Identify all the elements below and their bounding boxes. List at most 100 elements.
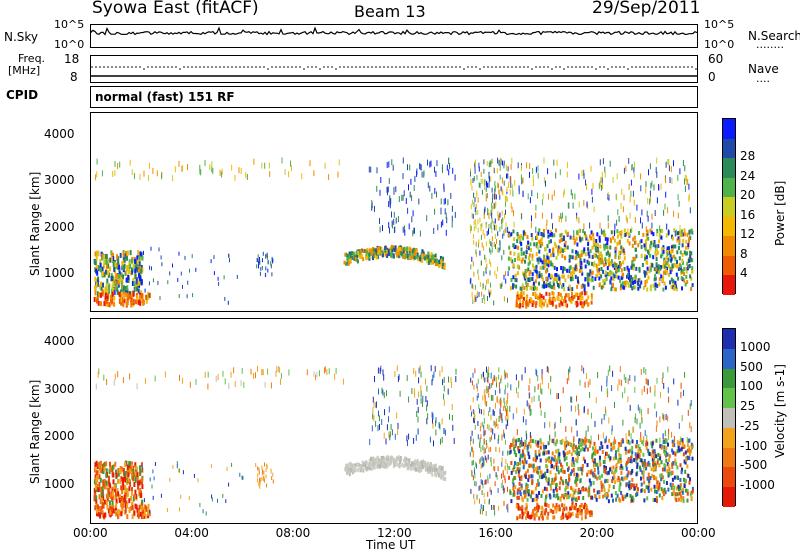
scatter-cell bbox=[125, 277, 128, 283]
scatter-cell bbox=[494, 390, 496, 396]
scatter-cell bbox=[668, 428, 670, 435]
scatter-cell bbox=[672, 443, 675, 448]
scatter-cell bbox=[656, 197, 658, 204]
scatter-cell bbox=[488, 289, 490, 295]
scatter-cell bbox=[448, 158, 449, 165]
scatter-cell bbox=[529, 432, 531, 438]
scatter-cell bbox=[529, 494, 532, 499]
scatter-cell bbox=[169, 271, 171, 276]
freq-point bbox=[471, 66, 473, 68]
scatter-cell bbox=[676, 449, 679, 454]
scatter-cell bbox=[610, 493, 613, 498]
scatter-cell bbox=[110, 506, 113, 512]
scatter-cell bbox=[566, 462, 568, 467]
scatter-cell bbox=[524, 269, 527, 273]
scatter-cell bbox=[620, 234, 623, 239]
scatter-cell bbox=[141, 477, 144, 483]
freq-point bbox=[467, 66, 469, 68]
scatter-cell bbox=[564, 302, 567, 307]
scatter-cell bbox=[525, 280, 528, 285]
scatter-cell bbox=[407, 164, 408, 171]
scatter-cell bbox=[551, 297, 554, 302]
scatter-cell bbox=[615, 450, 617, 455]
scatter-cell bbox=[261, 465, 263, 470]
y-tick-label: 1000 bbox=[44, 266, 75, 281]
scatter-cell bbox=[265, 474, 267, 479]
scatter-cell bbox=[604, 438, 607, 443]
scatter-cell bbox=[413, 388, 415, 395]
scatter-cell bbox=[603, 488, 606, 493]
scatter-cell bbox=[531, 498, 534, 503]
scatter-cell bbox=[115, 469, 118, 475]
scatter-cell bbox=[176, 464, 178, 469]
scatter-cell bbox=[204, 371, 206, 378]
scatter-cell bbox=[552, 223, 553, 230]
scatter-cell bbox=[520, 291, 523, 296]
scatter-cell bbox=[514, 179, 516, 186]
scatter-cell bbox=[549, 421, 551, 428]
scatter-cell bbox=[611, 446, 614, 451]
scatter-cell bbox=[527, 256, 530, 261]
scatter-cell bbox=[574, 497, 577, 502]
scatter-cell bbox=[633, 486, 636, 491]
scatter-cell bbox=[149, 509, 151, 514]
scatter-cell bbox=[604, 233, 607, 238]
scatter-cell bbox=[531, 190, 533, 197]
scatter-cell bbox=[507, 420, 509, 426]
scatter-cell bbox=[612, 282, 614, 287]
scatter-cell bbox=[653, 475, 656, 479]
scatter-cell bbox=[560, 213, 562, 219]
scatter-cell bbox=[128, 461, 131, 467]
scatter-cell bbox=[478, 166, 480, 172]
scatter-cell bbox=[121, 286, 124, 291]
scatter-cell bbox=[409, 247, 412, 252]
scatter-cell bbox=[496, 396, 498, 403]
scatter-cell bbox=[649, 228, 652, 233]
scatter-cell bbox=[493, 220, 495, 226]
scatter-cell bbox=[398, 464, 401, 469]
scatter-cell bbox=[551, 274, 554, 279]
freq-point bbox=[475, 66, 477, 68]
scatter-cell bbox=[665, 255, 668, 260]
scatter-cell bbox=[605, 435, 607, 442]
scatter-cell bbox=[479, 250, 481, 256]
scatter-cell bbox=[612, 485, 615, 490]
scatter-cell bbox=[649, 253, 652, 258]
scatter-cell bbox=[315, 374, 316, 381]
scatter-cell bbox=[255, 372, 256, 379]
scatter-cell bbox=[472, 296, 474, 302]
scatter-cell bbox=[613, 287, 616, 292]
scatter-cell bbox=[614, 453, 617, 458]
scatter-cell bbox=[573, 240, 576, 245]
scatter-cell bbox=[626, 482, 629, 487]
scatter-cell bbox=[611, 425, 613, 432]
scatter-cell bbox=[441, 466, 444, 470]
scatter-cell bbox=[261, 162, 263, 169]
scatter-cell bbox=[513, 476, 516, 481]
scatter-cell bbox=[348, 464, 351, 469]
scatter-cell bbox=[561, 465, 564, 469]
scatter-cell bbox=[673, 228, 676, 233]
scatter-cell bbox=[652, 255, 655, 260]
scatter-cell bbox=[113, 301, 116, 307]
scatter-cell bbox=[498, 214, 500, 221]
scatter-cell bbox=[615, 267, 618, 272]
scatter-cell bbox=[541, 265, 544, 270]
scatter-cell bbox=[125, 494, 128, 500]
scatter-cell bbox=[259, 484, 261, 489]
scatter-cell bbox=[265, 468, 267, 473]
scatter-cell bbox=[473, 192, 474, 198]
scatter-cell bbox=[108, 500, 111, 506]
scatter-cell bbox=[99, 513, 102, 519]
scatter-cell bbox=[434, 468, 437, 473]
scatter-cell bbox=[122, 484, 125, 490]
scatter-cell bbox=[510, 384, 512, 391]
scatter-cell bbox=[126, 464, 129, 470]
scatter-cell bbox=[488, 213, 490, 219]
scatter-cell bbox=[270, 382, 272, 389]
freq-point bbox=[555, 66, 557, 68]
scatter-cell bbox=[671, 267, 673, 272]
freq-point bbox=[91, 66, 93, 68]
scatter-cell bbox=[482, 483, 484, 489]
scatter-cell bbox=[644, 239, 647, 244]
